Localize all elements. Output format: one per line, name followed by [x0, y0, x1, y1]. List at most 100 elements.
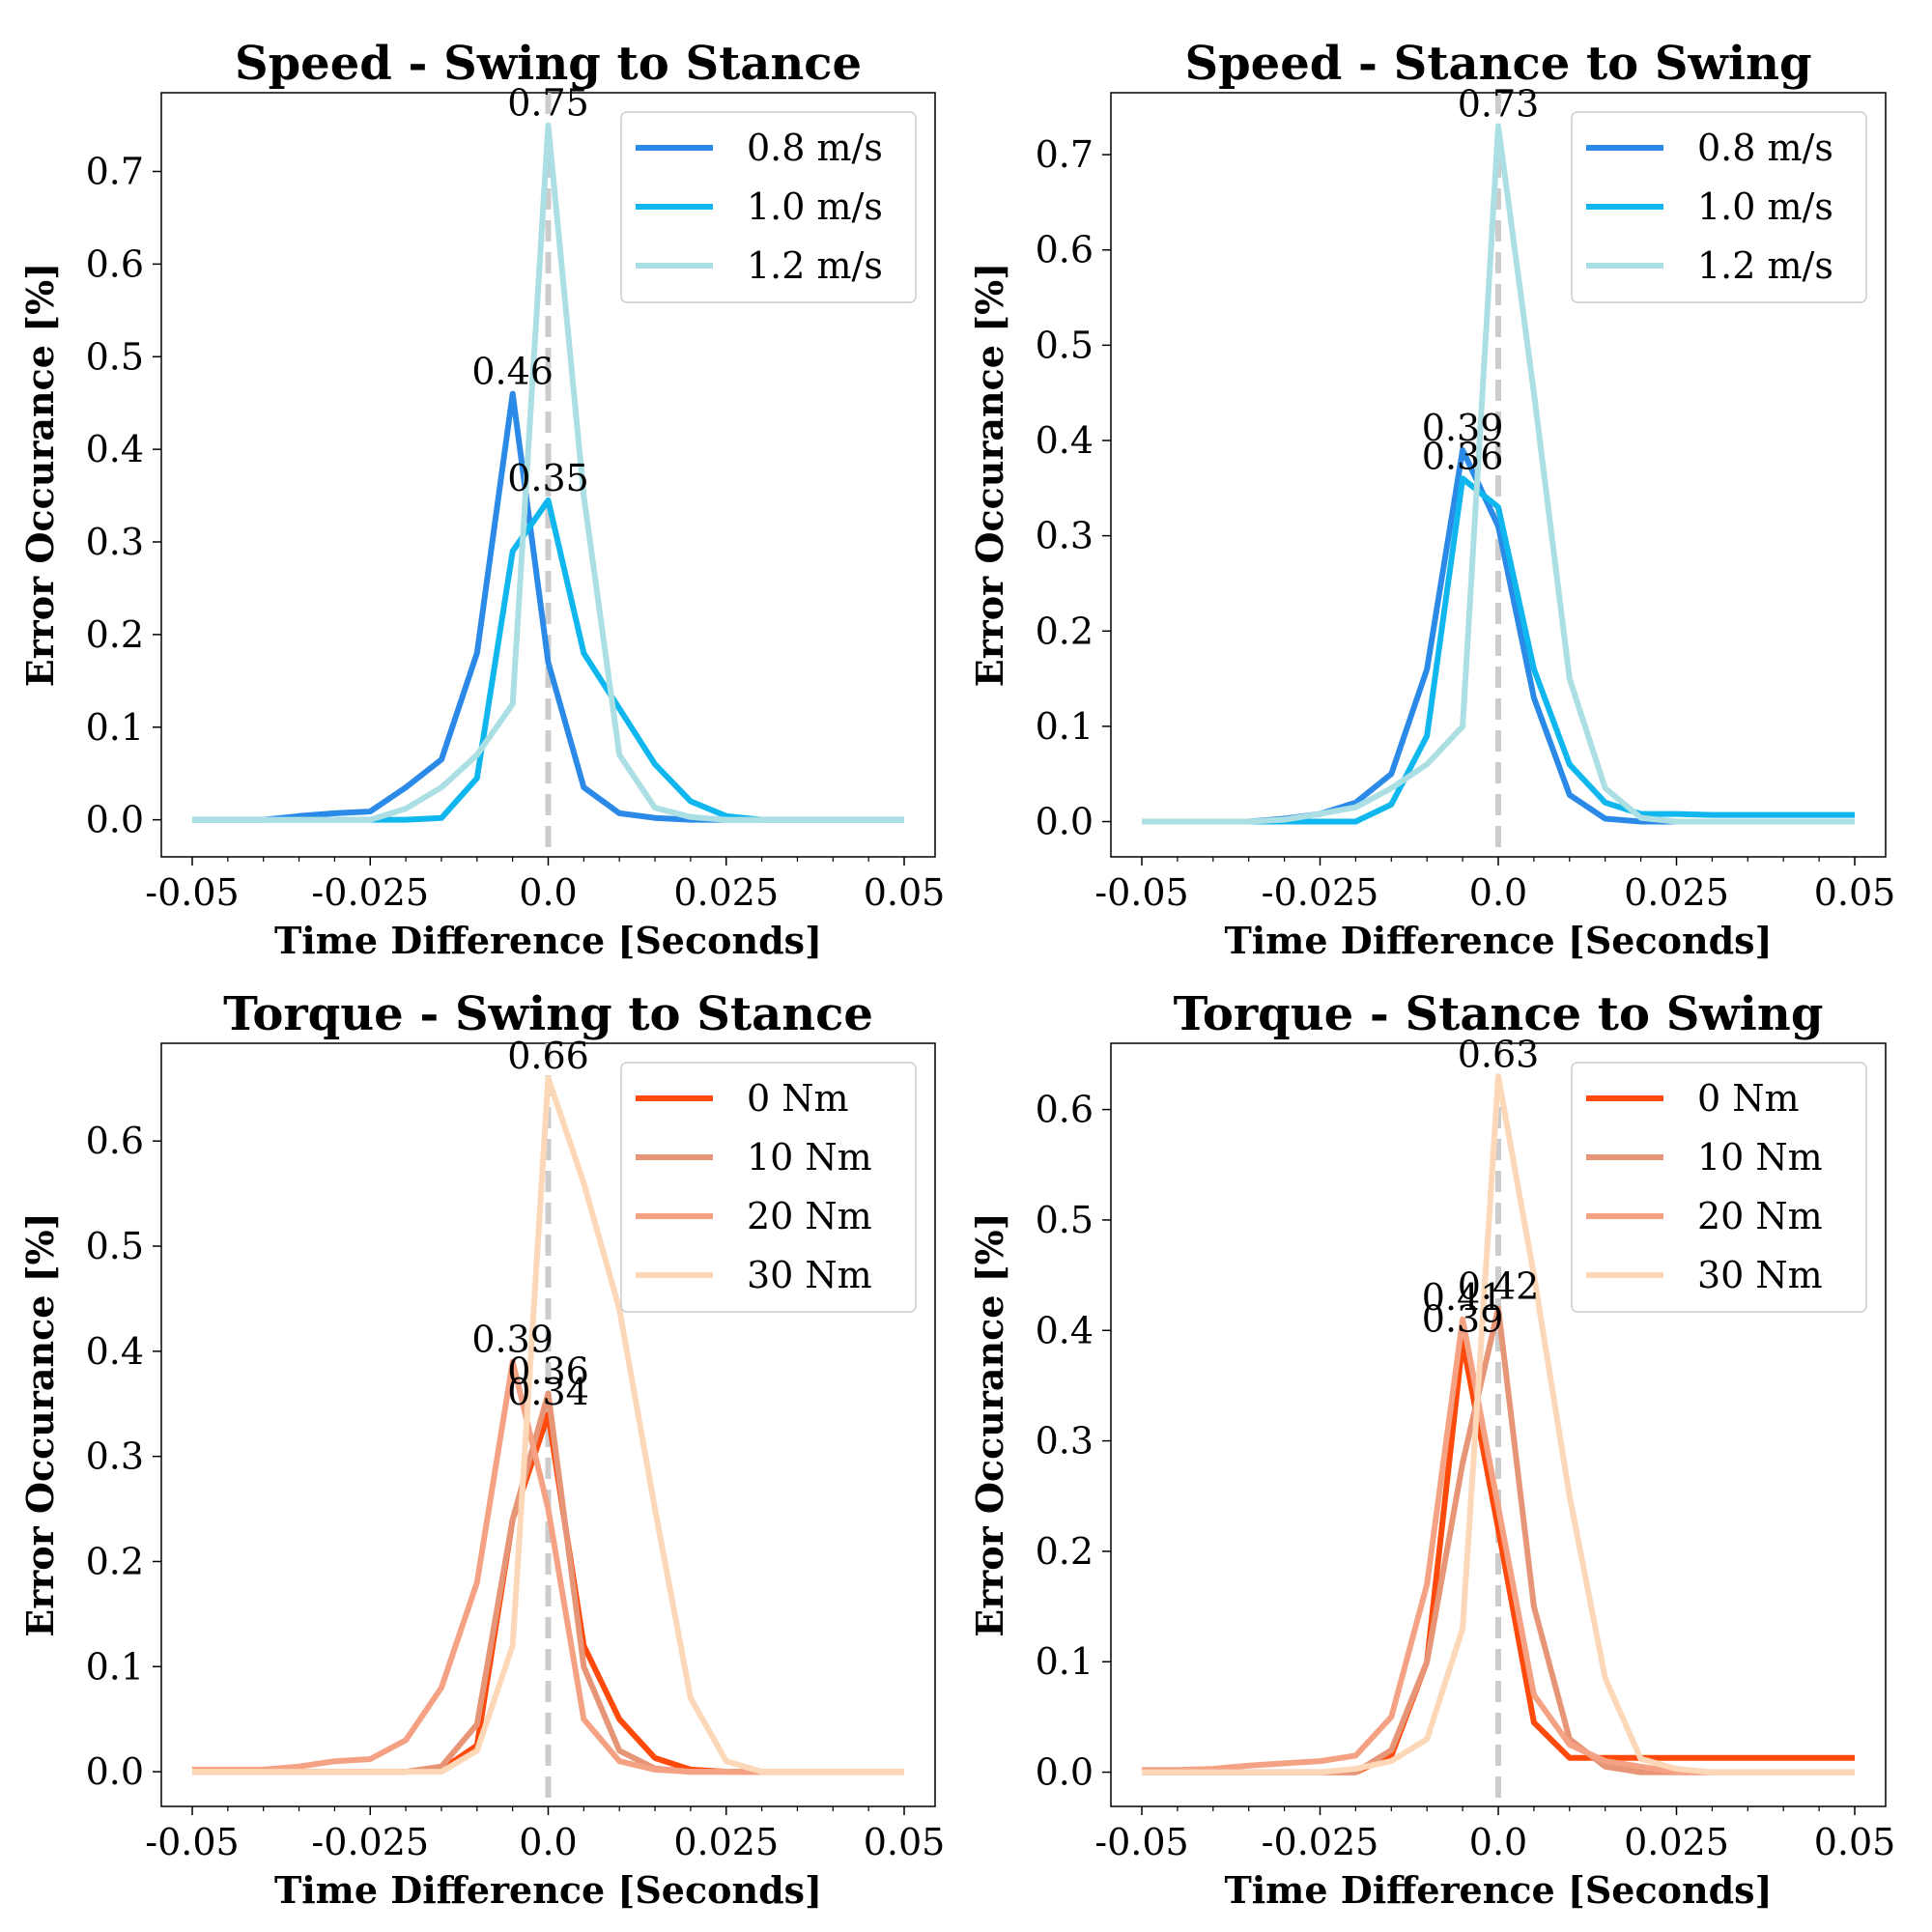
x-tick-label: 0.0 [1469, 1821, 1527, 1863]
y-tick-label: 0.1 [86, 706, 144, 749]
peak-label: 0.36 [507, 1350, 589, 1392]
legend-label: 1.0 m/s [747, 185, 883, 228]
y-tick-label: 0.7 [1036, 133, 1094, 176]
y-tick-label: 0.5 [86, 335, 144, 378]
y-tick-label: 0.6 [86, 242, 144, 285]
series-line-3 [192, 122, 904, 823]
peak-label: 0.63 [1458, 1033, 1540, 1075]
y-tick-label: 0.4 [86, 1330, 144, 1373]
legend-label: 0 Nm [747, 1077, 849, 1120]
peak-label: 0.75 [507, 82, 589, 125]
peak-label: 0.34 [507, 1371, 589, 1413]
legend-label: 30 Nm [1697, 1254, 1823, 1296]
series-line-3 [1142, 123, 1855, 825]
legend: 0.8 m/s 1.0 m/s 1.2 m/s [1571, 111, 1867, 303]
y-axis-label: Error Occurance [%] [18, 263, 62, 688]
legend: 0 Nm 10 Nm 20 Nm 30 Nm [1571, 1062, 1867, 1313]
y-tick-label: 0.4 [1036, 419, 1094, 462]
legend-label: 30 Nm [747, 1254, 872, 1296]
chart-title: Torque - Stance to Swing [1174, 987, 1824, 1041]
chart-title: Torque - Swing to Stance [223, 987, 873, 1041]
y-tick-label: 0.4 [86, 428, 144, 470]
x-tick-label: -0.05 [145, 1821, 239, 1863]
y-tick-label: 0.3 [1036, 515, 1094, 557]
x-tick-label: -0.05 [145, 871, 239, 914]
x-tick-label: 0.025 [1624, 871, 1729, 914]
y-tick-label: 0.7 [86, 150, 144, 192]
legend-box [620, 111, 917, 303]
y-tick-label: 0.0 [86, 799, 144, 841]
series-line-4 [192, 1074, 904, 1776]
y-tick-label: 0.3 [86, 521, 144, 563]
peak-label: 0.46 [471, 351, 554, 393]
legend-box [620, 1062, 917, 1313]
peak-label: 0.36 [1422, 435, 1504, 477]
x-tick-label: 0.05 [1814, 871, 1896, 914]
x-tick-label: -0.025 [1262, 871, 1379, 914]
legend-label: 0.8 m/s [747, 127, 883, 169]
y-tick-label: 0.1 [1036, 1640, 1094, 1683]
y-tick-label: 0.4 [1036, 1309, 1094, 1351]
x-tick-label: -0.05 [1094, 871, 1188, 914]
y-tick-label: 0.1 [1036, 705, 1094, 748]
y-tick-label: 0.5 [1036, 1199, 1094, 1241]
peak-label: 0.39 [471, 1319, 554, 1361]
x-tick-label: -0.025 [1262, 1821, 1379, 1863]
y-tick-label: 0.6 [1036, 1089, 1094, 1131]
peak-label: 0.66 [507, 1035, 589, 1077]
x-tick-label: 0.025 [673, 871, 779, 914]
y-tick-label: 0.2 [1036, 1530, 1094, 1573]
chart-panel-2: -0.05 -0.025 0.0 0.025 0.05 0.0 0.1 0.2 0.3 0.4 0.… [968, 37, 1895, 962]
legend-label: 20 Nm [1697, 1195, 1823, 1237]
legend-label: 10 Nm [1697, 1136, 1823, 1179]
y-axis-label: Error Occurance [%] [968, 263, 1011, 688]
peak-label: 0.39 [1422, 407, 1504, 449]
y-tick-label: 0.6 [86, 1120, 144, 1162]
legend-label: 1.2 m/s [1697, 244, 1833, 287]
chart-title: Speed - Swing to Stance [235, 37, 862, 91]
x-axis-label: Time Difference [Seconds] [1224, 919, 1772, 962]
x-tick-label: 0.0 [1469, 871, 1527, 914]
x-tick-label: 0.05 [864, 1821, 946, 1863]
peak-label: 0.35 [507, 457, 589, 499]
peak-label: 0.41 [1422, 1276, 1504, 1319]
legend-box [1571, 111, 1867, 303]
y-tick-label: 0.2 [86, 1540, 144, 1582]
chart-panel-3: -0.05 -0.025 0.0 0.025 0.05 0.0 0.1 0.2 0.3 0.4 0.… [18, 987, 945, 1912]
peak-label: 0.73 [1458, 83, 1540, 126]
legend-label: 0.8 m/s [1697, 127, 1833, 169]
x-tick-label: -0.05 [1094, 1821, 1188, 1863]
chart-title: Speed - Stance to Swing [1184, 37, 1811, 91]
x-tick-label: -0.025 [311, 871, 429, 914]
legend-box [1571, 1062, 1867, 1313]
y-axis-label: Error Occurance [%] [18, 1212, 62, 1637]
legend-label: 1.2 m/s [747, 244, 883, 287]
legend-label: 20 Nm [747, 1195, 872, 1237]
y-tick-label: 0.0 [1036, 1751, 1094, 1794]
y-axis-label: Error Occurance [%] [968, 1212, 1011, 1637]
series-line-4 [1142, 1073, 1855, 1776]
x-tick-label: 0.05 [1814, 1821, 1896, 1863]
x-tick-label: 0.025 [1624, 1821, 1729, 1863]
peak-label: 0.42 [1458, 1264, 1540, 1307]
peak-label: 0.39 [1422, 1298, 1504, 1341]
x-tick-label: 0.025 [673, 1821, 779, 1863]
y-tick-label: 0.5 [86, 1225, 144, 1267]
y-tick-label: 0.5 [1036, 324, 1094, 366]
y-tick-label: 0.2 [1036, 610, 1094, 652]
legend-label: 0 Nm [1697, 1077, 1800, 1120]
legend: 0 Nm 10 Nm 20 Nm 30 Nm [620, 1062, 917, 1313]
y-tick-label: 0.3 [1036, 1420, 1094, 1463]
legend-label: 10 Nm [747, 1136, 872, 1179]
x-tick-label: 0.0 [519, 871, 577, 914]
y-tick-label: 0.0 [1036, 801, 1094, 843]
chart-panel-4: -0.05 -0.025 0.0 0.025 0.05 0.0 0.1 0.2 0.3 0.4 0.… [968, 987, 1895, 1912]
legend-label: 1.0 m/s [1697, 185, 1833, 228]
x-tick-label: -0.025 [311, 1821, 429, 1863]
x-tick-label: 0.0 [519, 1821, 577, 1863]
x-tick-label: 0.05 [864, 871, 946, 914]
y-tick-label: 0.0 [86, 1750, 144, 1793]
y-tick-label: 0.2 [86, 613, 144, 656]
legend: 0.8 m/s 1.0 m/s 1.2 m/s [620, 111, 917, 303]
